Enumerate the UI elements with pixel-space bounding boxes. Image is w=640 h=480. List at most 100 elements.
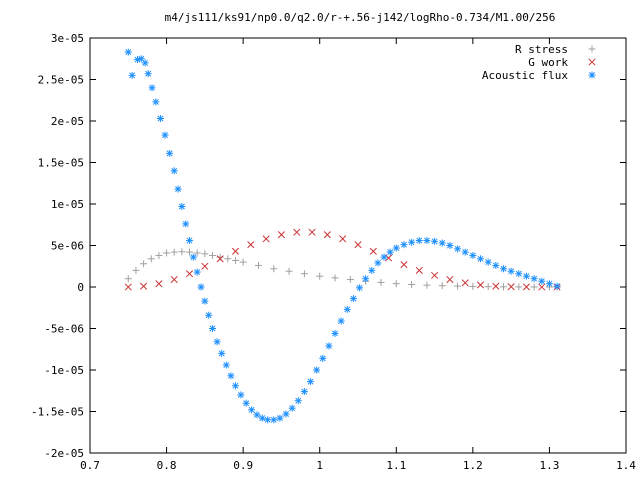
data-point: [270, 265, 278, 273]
data-point: [178, 202, 186, 210]
data-point: [484, 258, 492, 266]
data-point: [155, 251, 163, 259]
data-point: [392, 244, 400, 252]
data-point: [161, 131, 169, 139]
data-point: [216, 255, 224, 263]
data-point: [186, 248, 194, 256]
data-point: [446, 275, 454, 284]
series-r-stress: [124, 248, 561, 291]
data-point: [170, 248, 178, 256]
x-tick-label: 0.8: [157, 459, 177, 472]
y-tick-label: 1e-05: [51, 198, 84, 211]
data-point: [231, 382, 239, 390]
data-point: [553, 282, 561, 290]
plot-area: [124, 48, 561, 424]
data-point: [293, 228, 301, 236]
data-point: [147, 255, 155, 263]
data-point: [408, 281, 416, 289]
data-point: [385, 254, 393, 262]
data-point: [253, 411, 261, 419]
data-point: [538, 277, 546, 285]
data-point: [319, 354, 327, 362]
data-point: [484, 283, 492, 291]
data-point: [205, 311, 213, 319]
plot-frame: [89, 37, 627, 454]
data-point: [128, 71, 136, 79]
data-point: [264, 416, 272, 424]
data-point: [446, 242, 454, 249]
data-point: [316, 272, 324, 280]
data-point: [285, 267, 293, 275]
data-point: [476, 281, 485, 289]
legend-label: R stress: [515, 43, 568, 56]
data-point: [408, 238, 416, 246]
data-point: [499, 283, 507, 291]
legend-marker: [588, 58, 596, 66]
data-point: [124, 275, 132, 283]
data-point: [300, 270, 308, 278]
y-tick-label: -5e-06: [44, 323, 84, 336]
data-point: [431, 271, 439, 279]
x-tick-label: 0.9: [233, 459, 253, 472]
legend-marker: [588, 45, 596, 53]
data-point: [461, 279, 469, 287]
data-point: [349, 295, 357, 303]
data-point: [331, 329, 339, 337]
data-point: [237, 391, 245, 399]
data-point: [140, 282, 148, 290]
data-point: [337, 317, 345, 325]
data-point: [124, 283, 132, 291]
data-point: [515, 270, 523, 278]
data-point: [438, 282, 446, 290]
data-point: [369, 247, 377, 255]
data-point: [224, 255, 232, 263]
data-point: [185, 270, 194, 278]
y-tick-label: 5e-06: [51, 240, 84, 253]
data-point: [423, 237, 431, 245]
data-point: [193, 268, 201, 276]
data-point: [522, 283, 531, 291]
data-point: [343, 305, 351, 313]
data-point: [201, 297, 209, 305]
data-point: [294, 397, 302, 405]
data-point: [392, 280, 400, 288]
data-point: [300, 388, 308, 396]
data-point: [386, 248, 394, 256]
legend-label: Acoustic flux: [482, 69, 568, 82]
data-point: [522, 272, 530, 280]
x-tick-label: 1.2: [463, 459, 483, 472]
data-point: [415, 237, 423, 245]
data-point: [193, 249, 201, 257]
data-point: [163, 249, 171, 257]
data-point: [277, 231, 285, 239]
data-point: [222, 361, 230, 369]
y-tick-label: 0: [77, 281, 84, 294]
data-point: [182, 220, 190, 228]
data-point: [262, 235, 270, 243]
data-point: [400, 261, 408, 269]
data-point: [144, 70, 152, 78]
data-point: [213, 338, 221, 346]
data-point: [545, 280, 553, 288]
data-point: [469, 251, 477, 259]
data-point: [254, 261, 262, 269]
data-point: [530, 283, 538, 291]
data-point: [247, 241, 255, 249]
data-point: [155, 280, 163, 288]
data-point: [270, 416, 278, 424]
data-point: [454, 282, 462, 290]
data-point: [201, 250, 209, 258]
axis-ticks: 0.7 0.8 0.9 1 1.1 1.2 1.3 1.4 -2e-05 -1.5e-05 -1e-…: [31, 32, 636, 472]
data-point: [507, 283, 515, 291]
data-point: [156, 115, 164, 123]
data-point: [323, 231, 331, 239]
data-point: [239, 258, 247, 266]
data-point: [178, 248, 186, 256]
y-tick-label: -1.5e-05: [31, 406, 84, 419]
data-point: [170, 275, 178, 284]
y-tick-label: -1e-05: [44, 364, 84, 377]
data-point: [538, 283, 546, 291]
data-point: [216, 253, 224, 261]
